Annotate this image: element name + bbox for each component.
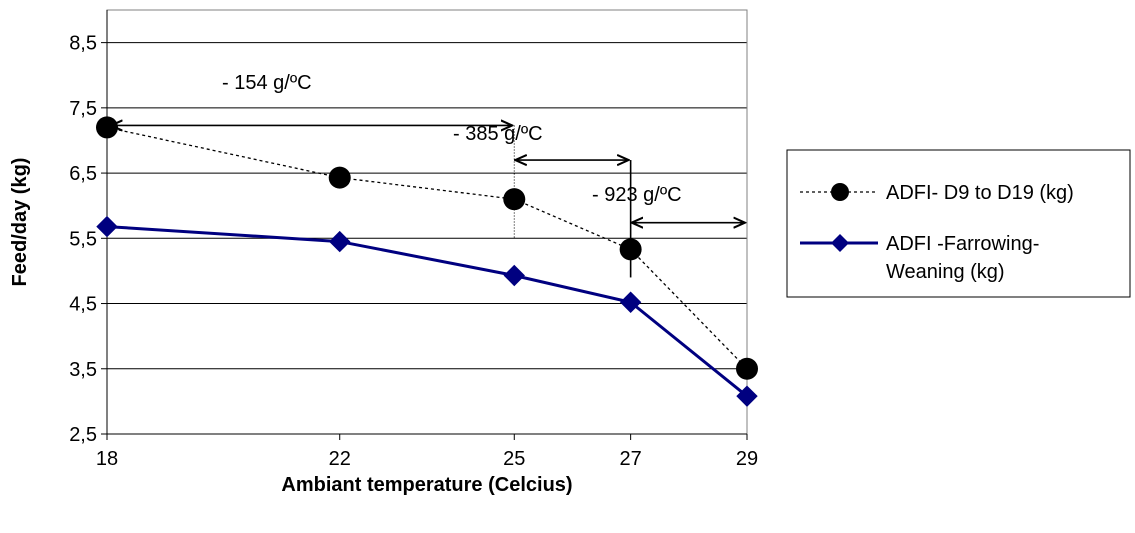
x-tick-label: 25 [503, 448, 525, 470]
series-line-adfi-farrowing-weaning [106, 225, 748, 398]
legend-label: ADFI- D9 to D19 (kg) [886, 182, 1074, 204]
point-adfi-d9-d19 [619, 238, 642, 261]
y-tick-label: 5,5 [69, 228, 97, 250]
x-tick-label: 27 [620, 448, 642, 470]
point-adfi-farrowing-weaning [503, 264, 525, 287]
point-adfi-d9-d19 [96, 116, 118, 139]
x-tick-label: 18 [96, 448, 118, 470]
y-tick-label: 8,5 [69, 33, 97, 55]
y-tick-label: 7,5 [69, 98, 97, 120]
point-adfi-farrowing-weaning [619, 291, 642, 313]
point-adfi-d9-d19 [328, 166, 351, 189]
legend-entry-adfi-d9-d19: ADFI- D9 to D19 (kg) [800, 182, 1074, 204]
legend-marker [831, 234, 849, 252]
point-adfi-farrowing-weaning [329, 230, 351, 253]
legend-entry-adfi-farrowing-weaning: ADFI -Farrowing- Weaning (kg) [800, 233, 1039, 283]
x-tick-label: 22 [329, 448, 351, 470]
point-adfi-farrowing-weaning [736, 385, 758, 407]
x-axis: 18 22 25 27 29 [96, 433, 758, 470]
x-tick-label: 29 [736, 448, 758, 470]
y-tick-label: 2,5 [69, 424, 97, 446]
annotations: - 154 g/ºC - 385 g/ºC - 923 g/ºC [111, 72, 745, 223]
series-line-adfi-d9-d19 [106, 126, 748, 370]
y-tick-label: 3,5 [69, 359, 97, 381]
y-axis-title: Feed/day (kg) [9, 158, 31, 287]
legend-marker [831, 183, 849, 201]
annotation-label: - 154 g/ºC [222, 72, 312, 94]
x-axis-title: Ambiant temperature (Celcius) [281, 474, 572, 496]
legend: ADFI- D9 to D19 (kg) ADFI -Farrowing- Wean… [786, 149, 1131, 298]
series-layer [96, 116, 758, 407]
annotation-label: - 923 g/ºC [592, 184, 682, 206]
point-adfi-d9-d19 [736, 357, 758, 380]
annotation-label: - 385 g/ºC [453, 123, 543, 145]
y-tick-label: 6,5 [69, 163, 97, 185]
legend-label: Weaning (kg) [886, 261, 1005, 283]
point-adfi-farrowing-weaning [96, 215, 118, 238]
y-axis: 2,5 3,5 4,5 5,5 6,5 7,5 8,5 [69, 10, 108, 446]
y-tick-label: 4,5 [69, 294, 97, 316]
point-adfi-d9-d19 [503, 188, 526, 211]
legend-label: ADFI -Farrowing- [886, 233, 1039, 255]
gridlines [107, 42, 747, 370]
legend-box [786, 149, 1131, 298]
